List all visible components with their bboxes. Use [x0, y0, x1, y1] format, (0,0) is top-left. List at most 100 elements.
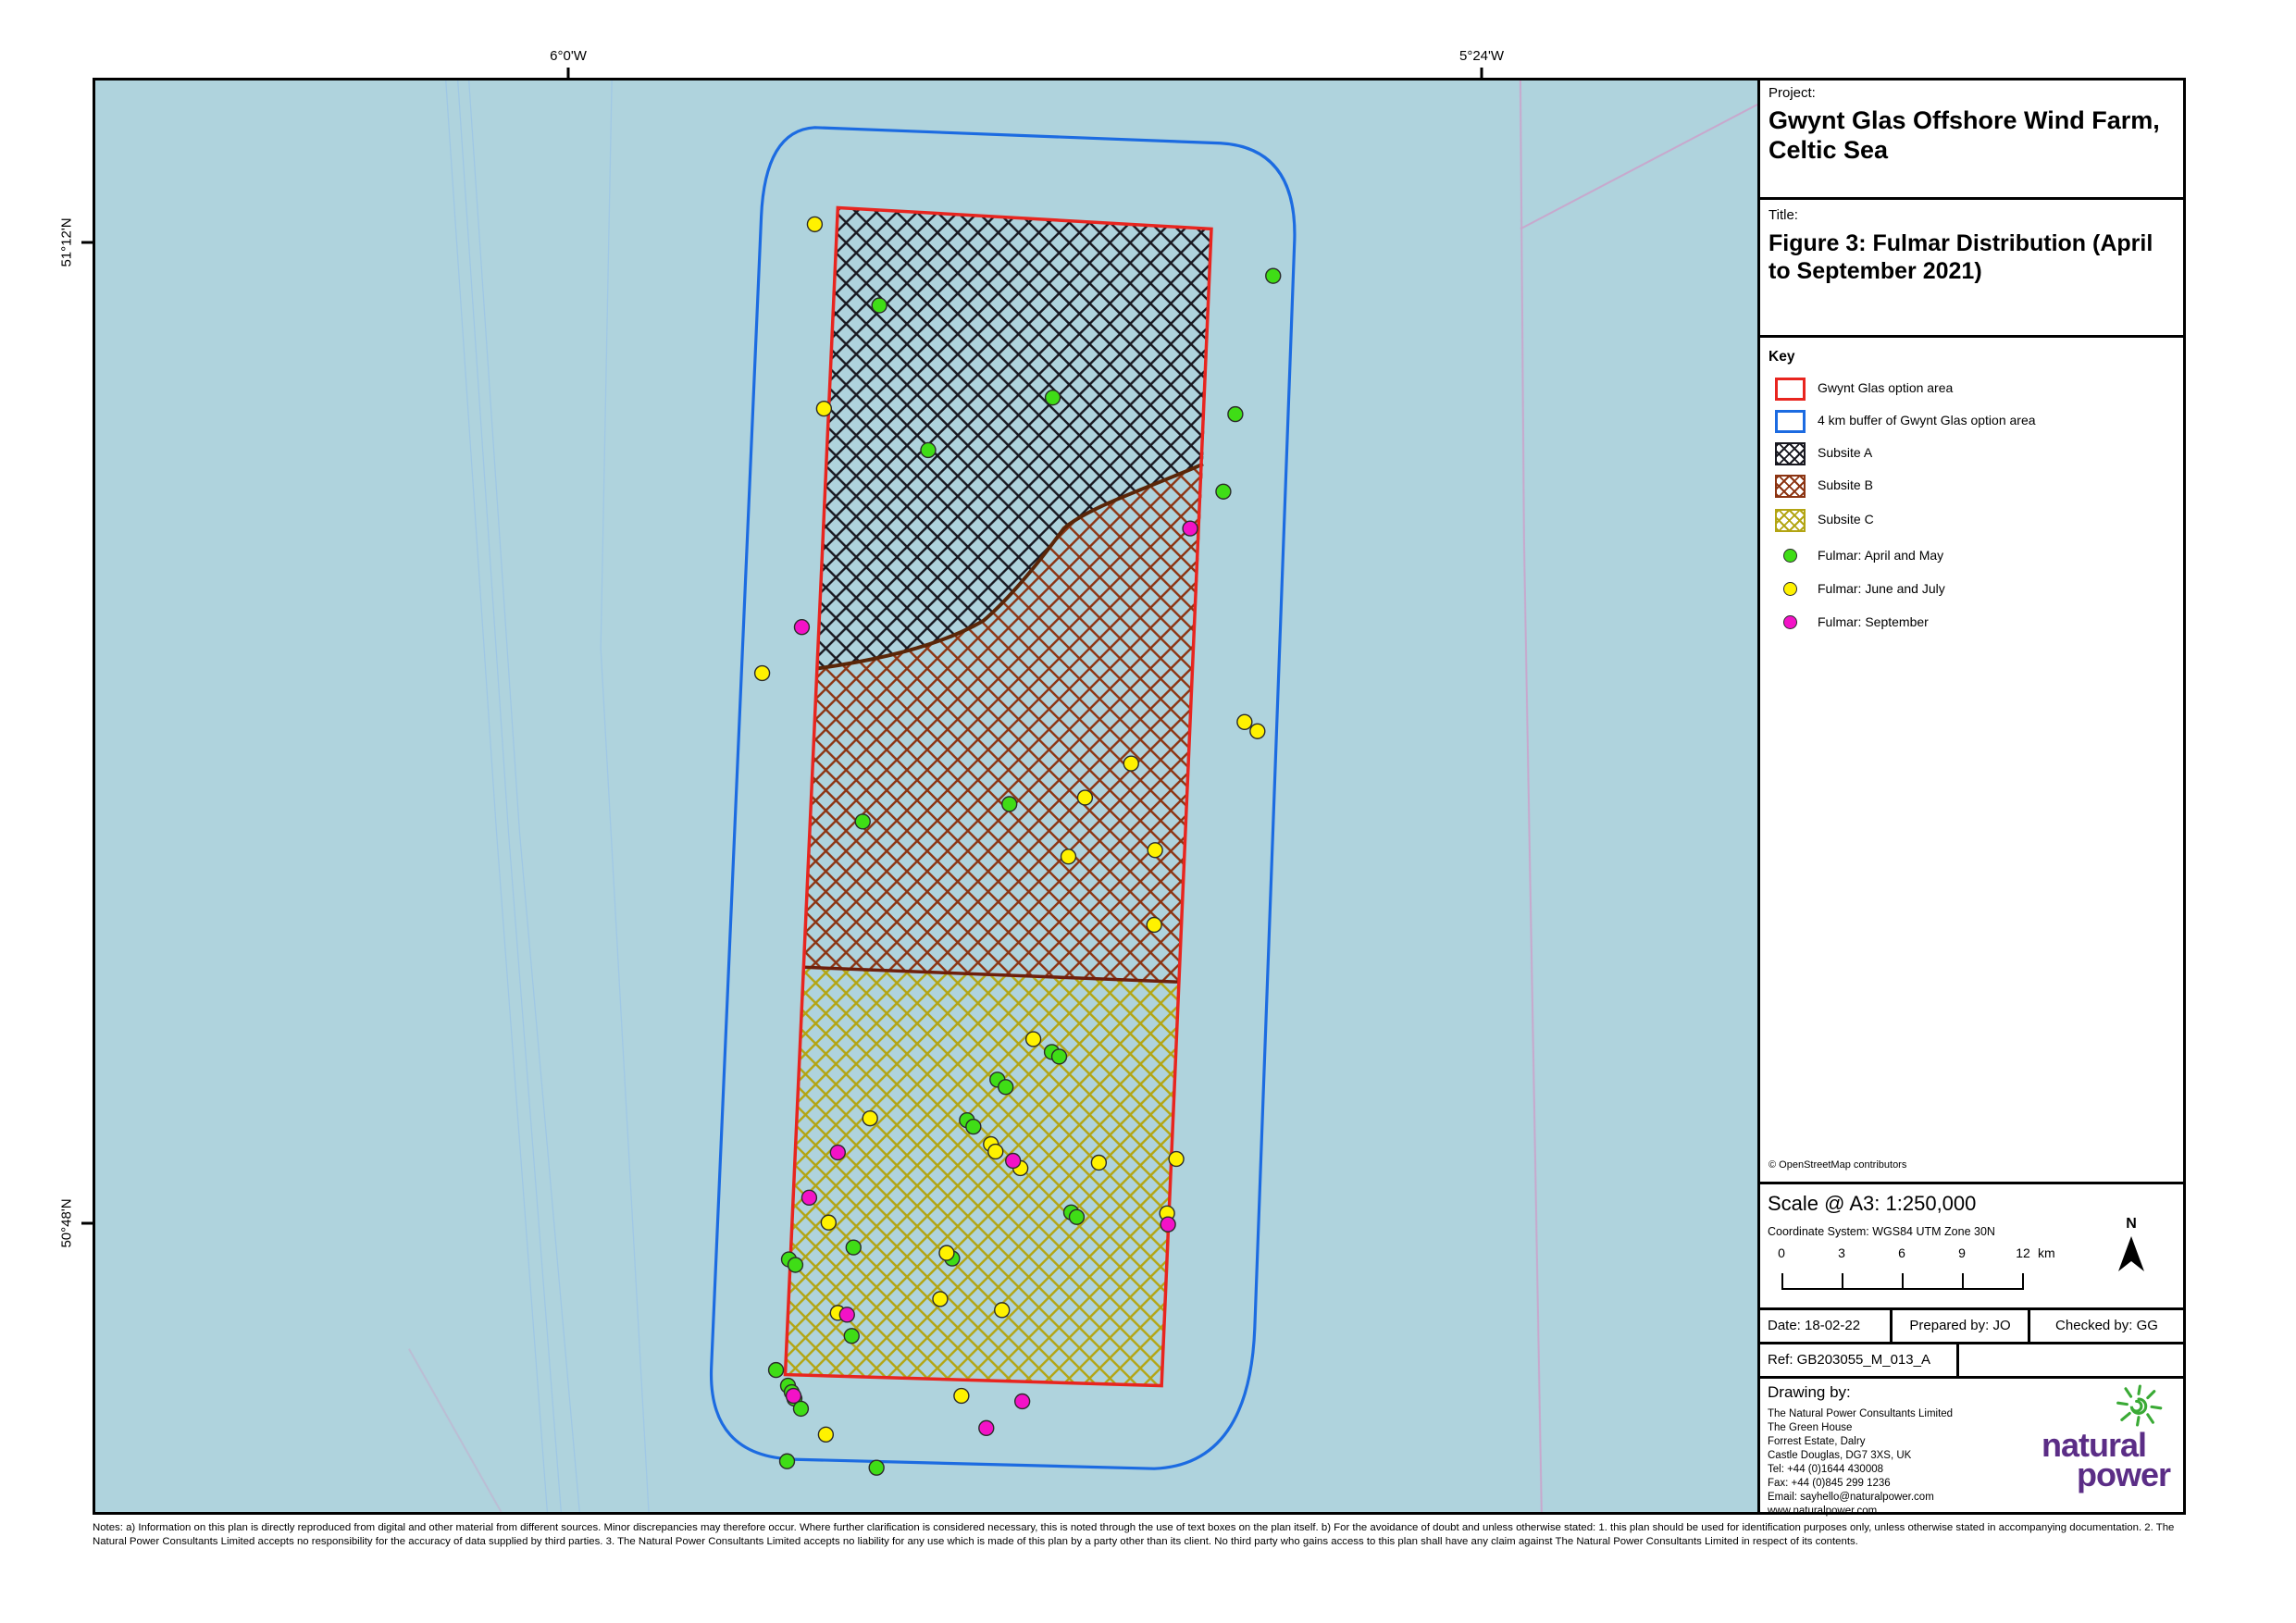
fulmar-dot-jj: [820, 1214, 838, 1231]
prepared-by-cell: Prepared by: JO: [1890, 1310, 2028, 1342]
drawing-by-header: Drawing by:: [1768, 1383, 1851, 1401]
fulmar-september-dot-icon: [1783, 615, 1797, 629]
north-arrow-icon: [2118, 1236, 2144, 1271]
fulmar-dots-layer: [753, 216, 1282, 1476]
subsite-b-region: [803, 464, 1204, 983]
fulmar-dot-am: [787, 1257, 804, 1273]
natural-power-logo: natural power: [2041, 1384, 2171, 1493]
scale-tick-label: 3: [1838, 1245, 1845, 1260]
scale-tick-label: 0: [1778, 1245, 1785, 1260]
fulmar-dot-am: [792, 1400, 810, 1418]
key-item-label: Subsite C: [1818, 512, 1874, 527]
fulmar-dot-jj: [938, 1245, 955, 1261]
fulmar-dot-jj: [953, 1387, 970, 1405]
fulmar-dot-am: [845, 1239, 862, 1256]
scale-bar: [1781, 1273, 2024, 1290]
latitude-tick: [81, 1221, 93, 1225]
key-item-fulmar-april-may: Fulmar: April and May: [1760, 545, 2183, 573]
address-line: The Green House: [1768, 1422, 1853, 1433]
logo-text-natural: natural: [2041, 1426, 2147, 1464]
fulmar-dot-am: [1265, 267, 1282, 284]
fulmar-dot-am: [1215, 483, 1232, 500]
bathymetry-contours: [445, 81, 650, 1512]
fulmar-dot-jj: [1236, 713, 1253, 730]
fulmar-dot-sep: [829, 1144, 846, 1161]
fulmar-dot-jj: [932, 1291, 949, 1307]
address-line: Tel: +44 (0)1644 430008: [1768, 1464, 1884, 1475]
fulmar-dot-am: [871, 297, 887, 314]
drawing-by-box: Drawing by: The Natural Power Consultant…: [1760, 1376, 2183, 1517]
key-box: Key Gwynt Glas option area 4 km buffer o…: [1760, 335, 2183, 1182]
fulmar-dot-jj: [1147, 842, 1163, 859]
latitude-tick: [81, 241, 93, 244]
fulmar-dot-jj: [1090, 1154, 1108, 1171]
fulmar-dot-am: [1044, 390, 1061, 406]
fulmar-dot-jj: [1168, 1150, 1185, 1168]
address-line: Castle Douglas, DG7 3XS, UK: [1768, 1450, 1912, 1461]
fulmar-dot-jj: [815, 400, 833, 417]
fulmar-dot-am: [854, 813, 871, 830]
address-line: www.naturalpower.com: [1768, 1505, 1878, 1517]
fulmar-dot-am: [1001, 796, 1018, 812]
fulmar-dot-jj: [1024, 1031, 1042, 1047]
subsite-a-region: [816, 207, 1211, 669]
address-line: The Natural Power Consultants Limited: [1768, 1408, 1954, 1419]
fulmar-dot-am: [998, 1079, 1014, 1096]
latitude-label: 51°12'N: [58, 217, 75, 267]
fulmar-dot-am: [1068, 1208, 1086, 1225]
key-item-label: 4 km buffer of Gwynt Glas option area: [1818, 413, 2036, 427]
key-item-label: Fulmar: June and July: [1818, 581, 1945, 596]
address-line: Forrest Estate, Dalry: [1768, 1436, 1866, 1447]
fulmar-dot-jj: [1076, 789, 1094, 806]
fulmar-dot-am: [843, 1328, 860, 1344]
fulmar-dot-jj: [753, 664, 771, 682]
title-block-panel: Project: Gwynt Glas Offshore Wind Farm, …: [1757, 78, 2186, 1517]
fulmar-dot-am: [920, 441, 937, 459]
ref-cell: Ref: GB203055_M_013_A: [1760, 1344, 1959, 1376]
scale-tick-label: 12: [2016, 1245, 2030, 1260]
fulmar-dot-jj: [806, 216, 824, 233]
fulmar-dot-jj: [1060, 849, 1077, 865]
fulmar-dot-jj: [987, 1143, 1004, 1160]
fulmar-dot-am: [778, 1453, 796, 1469]
drawing-by-address: The Natural Power Consultants Limited Th…: [1768, 1407, 1953, 1518]
key-item-label: Gwynt Glas option area: [1818, 380, 1954, 395]
latitude-label: 50°48'N: [58, 1198, 75, 1248]
fulmar-dot-jj: [994, 1302, 1011, 1319]
key-item-subsite-b: Subsite B: [1760, 475, 2183, 502]
option-area-outline: [783, 205, 1213, 1388]
logo-sun-icon: [2116, 1384, 2163, 1427]
scale-tick-label: 6: [1898, 1245, 1905, 1260]
project-title: Gwynt Glas Offshore Wind Farm, Celtic Se…: [1769, 106, 2160, 164]
fulmar-dot-sep: [1005, 1152, 1022, 1170]
subsite-a-swatch: [1775, 442, 1806, 465]
address-line: Email: sayhello@naturalpower.com: [1768, 1492, 1934, 1503]
option-area-swatch: [1775, 378, 1806, 401]
fulmar-april-may-dot-icon: [1783, 549, 1797, 563]
checked-by-cell: Checked by: GG: [2028, 1310, 2183, 1342]
key-item-subsite-c: Subsite C: [1760, 509, 2183, 537]
date-cell: Date: 18-02-22: [1768, 1318, 1861, 1333]
subsite-bc-boundary: [803, 965, 1180, 984]
key-item-subsite-a: Subsite A: [1760, 442, 2183, 470]
logo-text-power: power: [2076, 1456, 2171, 1493]
map-frame: [93, 78, 1760, 1515]
project-label: Project:: [1769, 85, 1816, 101]
osm-attribution: © OpenStreetMap contributors: [1769, 1159, 1907, 1171]
figure-title: Figure 3: Fulmar Distribution (April to …: [1769, 230, 2153, 284]
coordinate-system: Coordinate System: WGS84 UTM Zone 30N: [1768, 1225, 1995, 1238]
scale-title: Scale @ A3: 1:250,000: [1768, 1192, 1977, 1215]
fulmar-dot-sep: [785, 1387, 802, 1405]
key-item-label: Fulmar: April and May: [1818, 548, 1944, 563]
fulmar-dot-jj: [1123, 755, 1139, 772]
notes-text: Notes: a) Information on this plan is di…: [93, 1522, 2175, 1547]
scale-tick-label: 9: [1958, 1245, 1966, 1260]
buffer-outline: [709, 126, 1297, 1470]
address-line: Fax: +44 (0)845 299 1236: [1768, 1478, 1891, 1489]
longitude-label: 5°24'W: [1458, 48, 1505, 64]
longitude-tick: [566, 68, 570, 78]
subsite-b-swatch: [1775, 475, 1806, 498]
scale-unit: km: [2038, 1245, 2055, 1260]
key-item-buffer: 4 km buffer of Gwynt Glas option area: [1760, 410, 2183, 438]
longitude-tick: [1480, 68, 1483, 78]
